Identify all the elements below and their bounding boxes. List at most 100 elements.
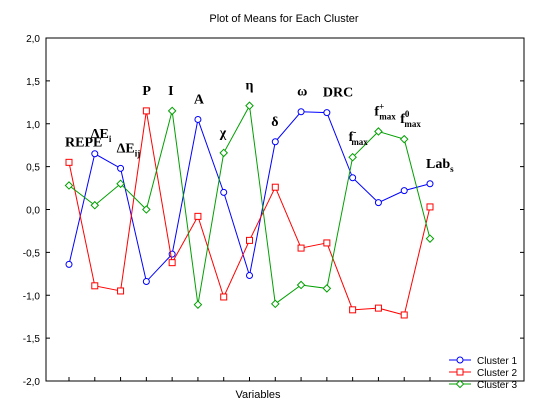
category-label-main: A [194,92,205,107]
series-3 [64,101,435,309]
series-point [91,282,99,290]
series-point [270,299,280,309]
series-point [323,109,331,117]
category-label: f-max [349,127,369,147]
category-label-main: Lab [426,157,450,172]
category-label-sub: max [404,119,421,129]
series-point [117,164,125,172]
category-label: REPE [65,135,102,150]
category-label-sub: max [351,137,368,147]
legend-item: Cluster 2 [449,368,517,379]
category-label: ω [297,85,307,100]
category-label-sub: ij [135,148,141,158]
category-label-main: ΔE [117,141,135,156]
series-point [220,293,228,301]
category-label-main: ω [297,85,307,100]
series-point [349,174,357,182]
y-tick-label: 1,0 [26,120,40,131]
category-label: f+ max [374,101,396,121]
series-point [349,306,357,314]
series-point [348,152,357,162]
series-point [425,234,435,243]
series-point [426,203,434,211]
series-point [64,181,74,190]
series-point [65,260,73,268]
series-point [142,278,150,286]
series-2 [65,107,434,319]
category-label-main: REPE [65,135,102,150]
series-point [220,188,228,196]
series-layer [64,101,435,319]
series-point [90,200,100,210]
category-label-sub: s [450,164,454,174]
y-axis: 2,0 1,5 1,0 0,5 0,0 -0,5 -1,0 -1,5 -2,0 [23,34,524,388]
series-point [297,108,305,116]
category-label: χ [219,126,227,141]
category-label: δ [271,115,278,130]
chart-title: Plot of Means for Each Cluster [209,13,359,25]
category-label-main: η [246,79,254,94]
series-point [400,187,408,195]
category-label-sub: i [109,134,112,144]
series-point [193,300,203,309]
legend-item: Cluster 1 [449,356,517,367]
series-point [374,304,382,312]
series-point [245,101,254,111]
series-point [426,180,434,188]
y-tick-label: 2,0 [26,34,40,45]
series-point [168,259,176,267]
series-1 [65,108,434,286]
legend-label: Cluster 3 [477,380,517,391]
category-label-main: χ [219,126,227,141]
category-label-main: DRC [323,86,353,101]
category-label-main: P [142,84,151,99]
category-label: I [168,84,173,99]
legend-label: Cluster 2 [477,368,517,379]
series-point [296,280,306,290]
y-tick-label: -0,5 [23,248,41,259]
y-tick-label: 1,5 [26,77,40,88]
category-label: f0 max [400,109,421,129]
series-point [194,212,202,220]
category-label-sup: + [379,101,384,111]
y-tick-label: -2,0 [23,377,41,388]
series-point [323,239,331,247]
y-tick-label: 0,5 [26,163,40,174]
y-tick-label: 0,0 [26,206,40,217]
y-tick-label: -1,0 [23,291,41,302]
series-point [91,150,99,158]
category-label-main: I [168,84,173,99]
series-point [297,244,305,252]
category-label: η [246,79,254,94]
category-label-main: f [374,104,379,119]
category-label-main: f [400,112,405,127]
series-point [374,127,383,136]
legend-swatch-marker [456,356,464,364]
x-axis [68,377,431,381]
category-label: ΔEi [91,127,112,144]
series-point [322,284,332,293]
series-point [117,287,125,295]
series-point [400,311,408,319]
category-label: A [194,92,205,107]
series-point [246,236,253,244]
category-label: ΔEij [117,141,141,158]
category-label-sup: - [353,127,356,137]
y-tick-label: -1,5 [23,334,41,345]
series-point [219,148,229,158]
series-point [142,107,150,115]
series-point [271,183,279,191]
series-point [65,158,73,166]
category-label-sub: max [379,111,396,121]
category-label-main: ΔE [91,127,109,142]
legend-item: Cluster 3 [449,379,517,391]
series-point [246,272,253,280]
category-label: DRC [323,86,353,101]
category-label: P [142,84,151,99]
category-label: Labs [426,157,454,174]
